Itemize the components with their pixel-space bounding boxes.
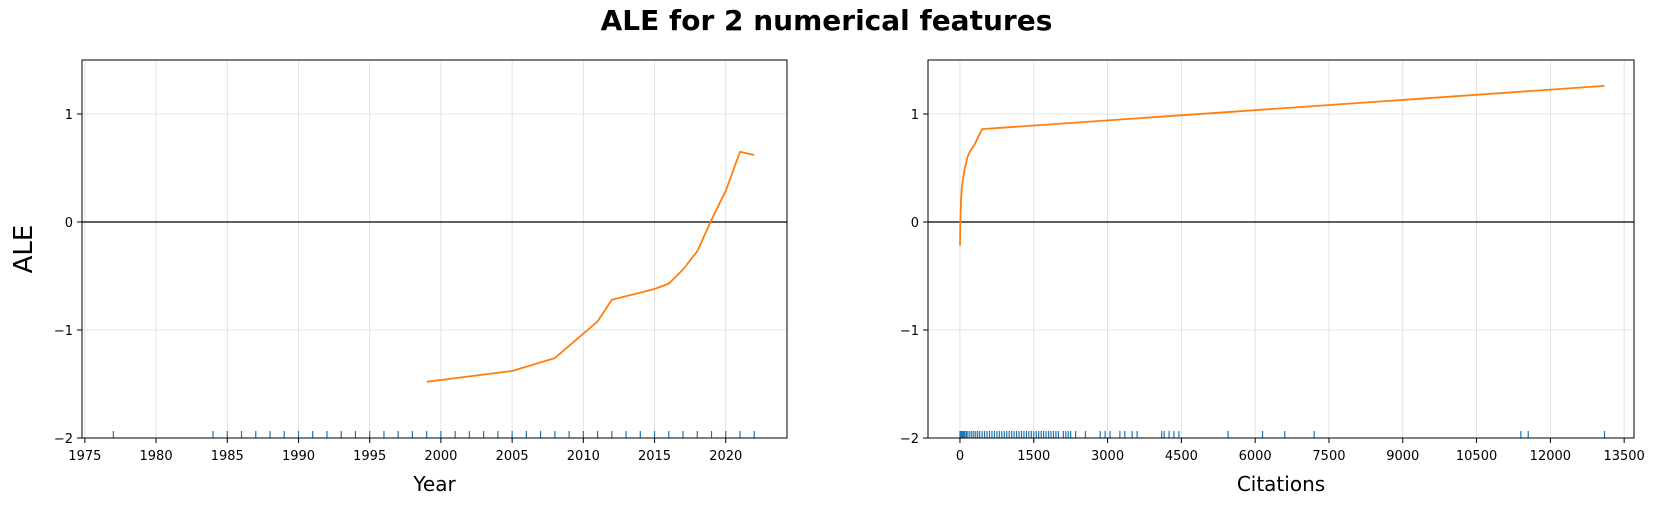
x-tick-label: 4500 xyxy=(1165,449,1198,464)
x-tick-label: 1500 xyxy=(1017,449,1050,464)
x-tick-label: 3000 xyxy=(1091,449,1124,464)
x-tick-label: 10500 xyxy=(1456,449,1497,464)
x-tick-label: 2000 xyxy=(424,449,457,464)
ale-line xyxy=(426,150,755,383)
y-tick-label: 0 xyxy=(911,216,919,231)
x-axis-label: Citations xyxy=(1237,472,1325,496)
x-tick-label: 12000 xyxy=(1530,449,1571,464)
x-tick-label: 2020 xyxy=(709,449,742,464)
x-tick-label: 2005 xyxy=(496,449,529,464)
y-axis-label: ALE xyxy=(9,225,39,274)
x-tick-label: 1975 xyxy=(68,449,101,464)
y-tick-label: −2 xyxy=(54,432,73,447)
x-axis-label: Year xyxy=(412,472,456,496)
x-tick-label: 0 xyxy=(956,449,964,464)
ale-line xyxy=(959,85,1605,246)
y-tick-label: 0 xyxy=(65,216,73,231)
y-tick-label: −1 xyxy=(900,324,919,339)
x-tick-label: 1980 xyxy=(140,449,173,464)
x-tick-label: 2015 xyxy=(638,449,671,464)
y-tick-label: −1 xyxy=(54,324,73,339)
x-tick-label: 1990 xyxy=(282,449,315,464)
x-tick-label: 6000 xyxy=(1239,449,1272,464)
x-tick-label: 13500 xyxy=(1603,449,1644,464)
figure-title: ALE for 2 numerical features xyxy=(600,4,1053,37)
x-tick-label: 2010 xyxy=(567,449,600,464)
y-tick-label: 1 xyxy=(65,108,73,123)
x-tick-label: 1995 xyxy=(353,449,386,464)
y-tick-label: −2 xyxy=(900,432,919,447)
y-tick-label: 1 xyxy=(911,108,919,123)
ale-panel-2: 0 1500 3000 4500 6000 7500 9000 10500 12000 13500… xyxy=(900,59,1645,496)
x-tick-label: 1985 xyxy=(211,449,244,464)
x-tick-label: 9000 xyxy=(1386,449,1419,464)
axes-frame xyxy=(81,59,788,439)
x-tick-label: 7500 xyxy=(1312,449,1345,464)
ale-panel-1: 1975 1980 1985 1990 1995 2000 2005 2010 2015 2020… xyxy=(9,59,788,496)
axes-frame xyxy=(927,59,1635,439)
